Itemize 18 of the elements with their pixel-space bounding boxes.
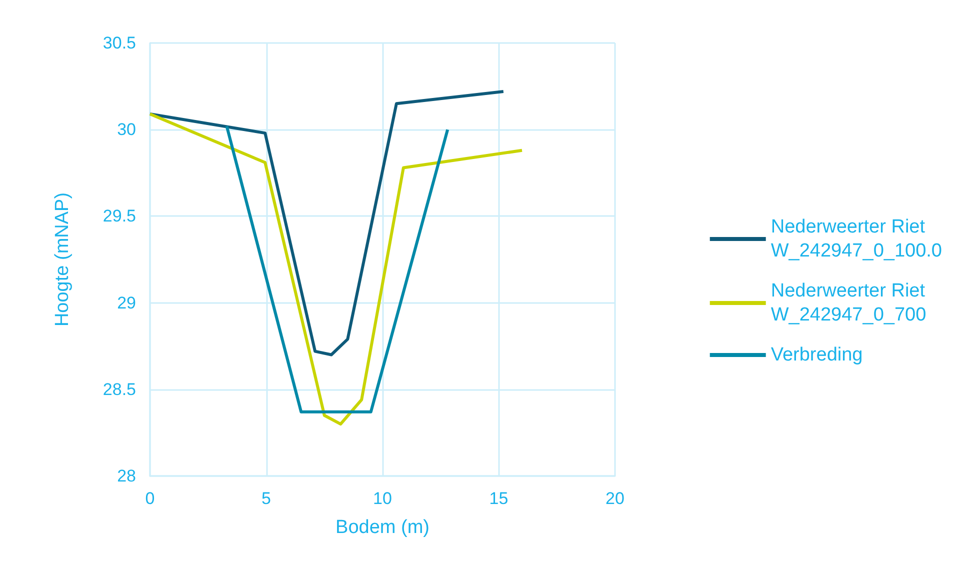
y-tick-label: 30.5 <box>102 34 136 52</box>
y-tick-label: 28 <box>117 466 136 486</box>
x-axis-title: Bodem (m) <box>336 517 430 538</box>
y-tick-label: 29 <box>117 293 136 312</box>
x-tick-label: 20 <box>606 489 624 508</box>
legend-label: Verbreding <box>770 344 863 366</box>
line-series <box>148 112 524 426</box>
y-tick-label: 29.5 <box>102 206 136 226</box>
y-tick-label: 30 <box>117 120 136 140</box>
x-tick-label: 15 <box>489 489 508 508</box>
legend-label: Nederweerter Riet W_242947_0_700 <box>770 280 926 326</box>
x-tick-label: 10 <box>373 489 392 508</box>
y-axis-title: Hoogte (mNAP) <box>52 192 73 327</box>
legend-label: Nederweerter Riet W_242947_0_100.0 <box>770 216 942 262</box>
y-tick-label: 28.5 <box>102 380 136 399</box>
x-tick-label: 5 <box>262 489 271 508</box>
x-tick-label: 0 <box>145 489 155 508</box>
line-series <box>148 90 505 356</box>
